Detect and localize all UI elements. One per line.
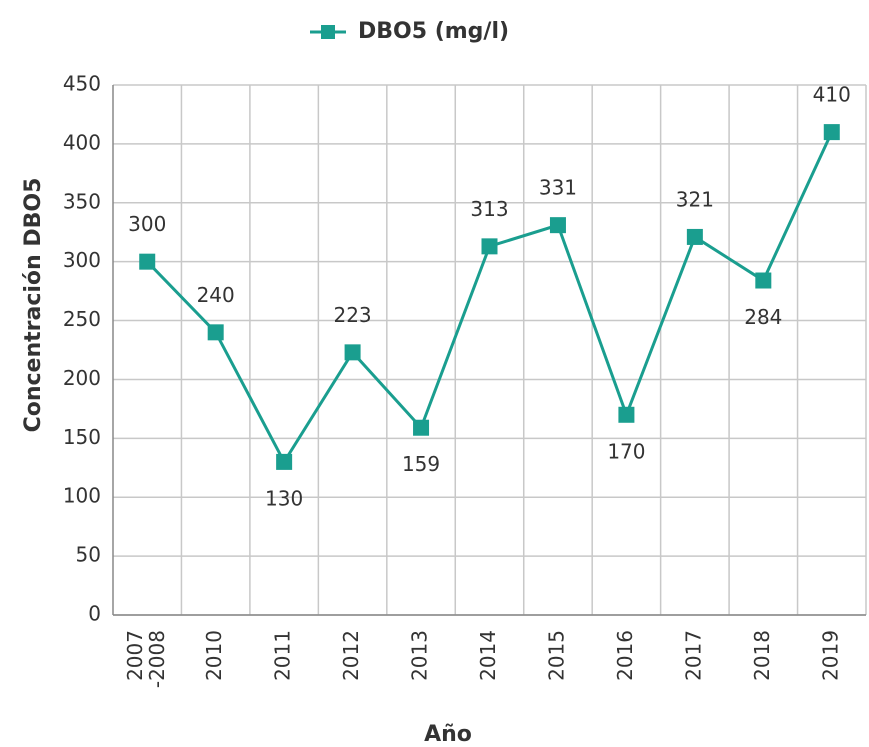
- marker: [139, 253, 156, 270]
- x-axis-title: Año: [424, 722, 472, 747]
- data-label: 170: [607, 439, 645, 463]
- x-tick-label: 2017: [681, 630, 705, 681]
- x-tick-label: 2010: [202, 630, 226, 681]
- marker: [755, 272, 772, 289]
- marker: [413, 419, 430, 436]
- marker: [618, 406, 635, 423]
- x-tick-label: 2016: [613, 630, 637, 681]
- y-tick-label: 350: [63, 189, 101, 213]
- marker: [686, 228, 703, 245]
- marker: [549, 217, 566, 234]
- data-label: 159: [402, 452, 440, 476]
- x-tick-label: 2012: [339, 630, 363, 681]
- data-label: 223: [333, 303, 371, 327]
- data-label: 284: [744, 305, 782, 329]
- legend-label: DBO5 (mg/l): [358, 19, 509, 44]
- y-tick-label: 100: [63, 484, 101, 508]
- data-label: 300: [128, 212, 166, 236]
- x-tick-label: 2014: [476, 630, 500, 681]
- marker: [276, 453, 293, 470]
- data-label: 410: [813, 83, 851, 107]
- y-tick-label: 200: [63, 366, 101, 390]
- y-tick-label: 450: [63, 72, 101, 96]
- y-tick-label: 150: [63, 425, 101, 449]
- x-tick-label: 2007-2008: [123, 630, 169, 688]
- x-tick-label: 2011: [271, 630, 295, 681]
- x-tick-label: 2013: [408, 630, 432, 681]
- data-label: 240: [197, 283, 235, 307]
- data-label: 130: [265, 486, 303, 510]
- marker: [823, 124, 840, 141]
- data-label: 313: [470, 197, 508, 221]
- y-axis-title: Concentración DBO5: [21, 178, 46, 433]
- y-tick-label: 0: [88, 602, 101, 626]
- x-tick-label: 2015: [544, 630, 568, 681]
- y-tick-label: 300: [63, 248, 101, 272]
- y-tick-label: 400: [63, 130, 101, 154]
- data-label: 331: [539, 176, 577, 200]
- y-tick-label: 250: [63, 307, 101, 331]
- data-label: 321: [676, 187, 714, 211]
- x-tick-label: 2018: [750, 630, 774, 681]
- x-tick-label: 2019: [818, 630, 842, 681]
- marker: [344, 344, 361, 361]
- y-tick-label: 50: [76, 543, 101, 567]
- marker: [207, 324, 224, 341]
- legend-marker: [321, 25, 335, 39]
- marker: [481, 238, 498, 255]
